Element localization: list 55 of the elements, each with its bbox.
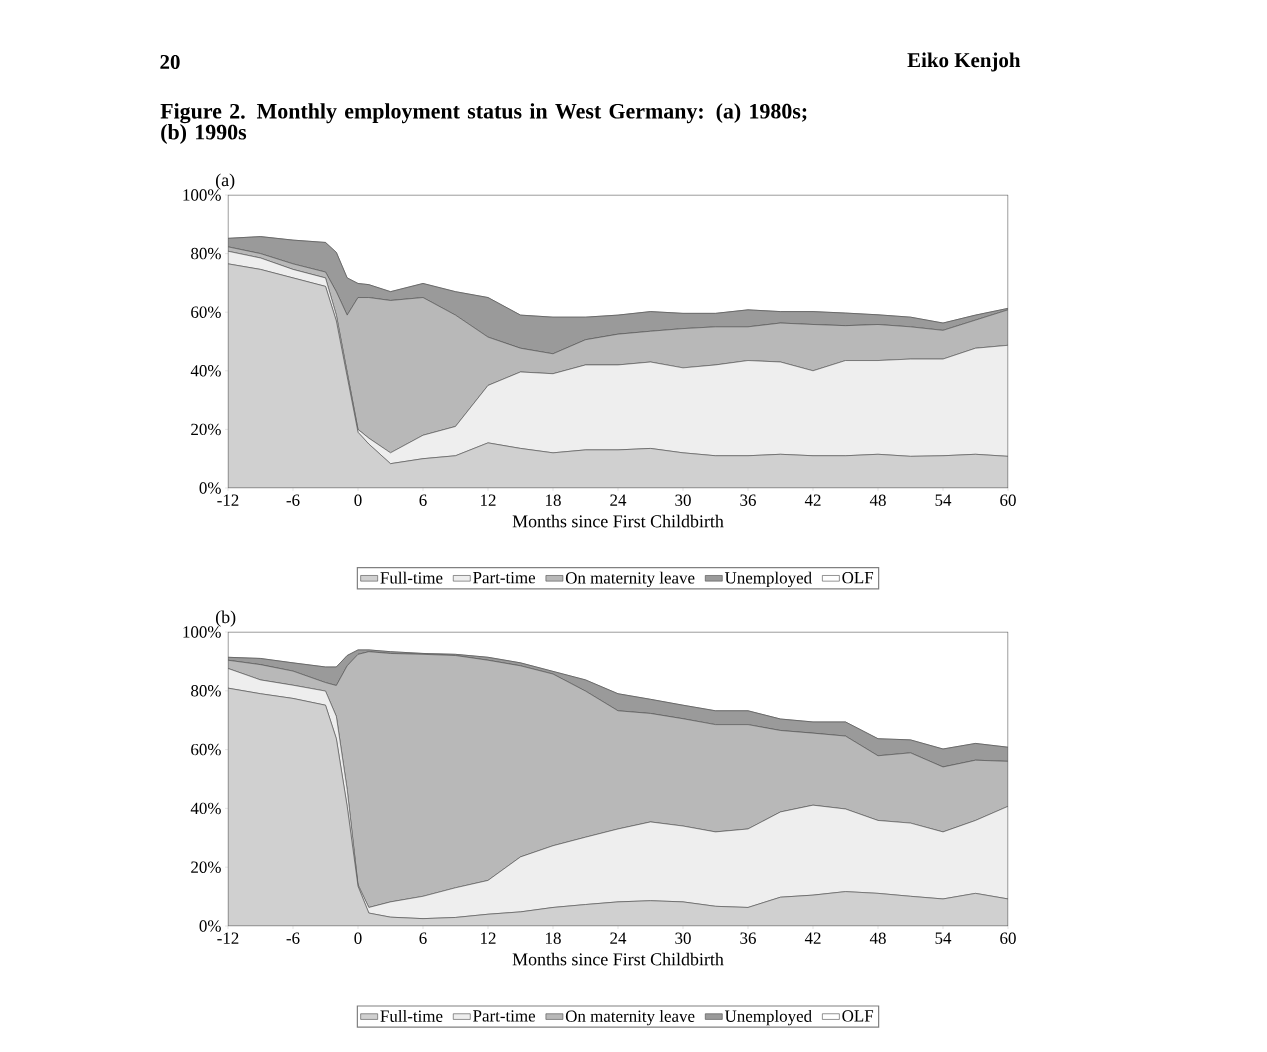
chart-title: Figure 2. Monthly employment status in West Germany: (a) 1980s; (b) 1990s [160,103,807,144]
y-tick-label: 80% [191,247,221,260]
legend-label: Unemployed [724,1009,812,1026]
y-tick-label: 100% [183,626,221,638]
legend-label: On maternity leave [565,1009,695,1026]
text: Eiko Kenjoh [907,52,1021,72]
legend-label: OLF [842,1010,874,1022]
x-tick-label: -12 [217,932,239,944]
chart-subtitle: (a) [215,173,235,190]
x-axis-title: Months since First Childbirth [512,514,724,528]
x-tick-label: 36 [740,494,756,506]
text: 20 [160,54,180,70]
x-tick-label: -6 [286,932,300,944]
legend-label: Full-time [380,571,443,584]
legend-label: On maternity leave [565,571,695,588]
y-tick-label: 80% [191,685,221,697]
x-tick-label: -6 [286,494,300,506]
legend-label: Full-time [380,1009,443,1022]
x-tick-label: 24 [610,932,627,944]
x-tick-label: 30 [675,494,691,506]
x-tick-label: 0 [354,932,362,944]
x-tick-label: 18 [546,932,561,944]
x-tick-label: 54 [935,494,952,506]
legend-label: Unemployed [724,571,812,588]
x-tick-label: 60 [1000,932,1016,944]
y-tick-label: 60% [191,743,221,756]
x-tick-label: 6 [419,494,427,506]
x-tick-label: 36 [740,932,756,944]
x-tick-label: 12 [481,494,496,506]
x-tick-label: 54 [935,932,952,944]
x-tick-label: 60 [1000,494,1016,506]
y-tick-label: 40% [190,802,221,815]
y-tick-label: 60% [191,306,221,318]
y-tick-label: 100% [183,189,221,201]
x-tick-label: 42 [804,494,821,506]
y-tick-label: 0% [199,482,221,494]
x-tick-label: 24 [610,494,627,506]
x-tick-label: 0 [354,494,362,506]
x-tick-label: 30 [675,932,691,944]
x-tick-label: 48 [869,494,886,506]
legend-label: Part-time [473,571,536,584]
legend-label: Part-time [473,1010,536,1022]
y-tick-label: 20% [191,861,221,873]
chart-subtitle: (b) [215,610,236,627]
x-tick-label: 18 [546,494,561,506]
x-tick-label: 42 [804,932,821,944]
x-tick-label: 12 [481,932,496,944]
x-tick-label: 48 [869,932,886,944]
x-axis-title: Months since First Childbirth [512,952,724,966]
y-tick-label: 20% [191,423,221,436]
y-tick-label: 0% [199,920,221,932]
x-tick-label: 6 [419,932,427,944]
x-tick-label: -12 [217,494,239,506]
legend-label: OLF [842,571,874,584]
y-tick-label: 40% [190,365,221,377]
